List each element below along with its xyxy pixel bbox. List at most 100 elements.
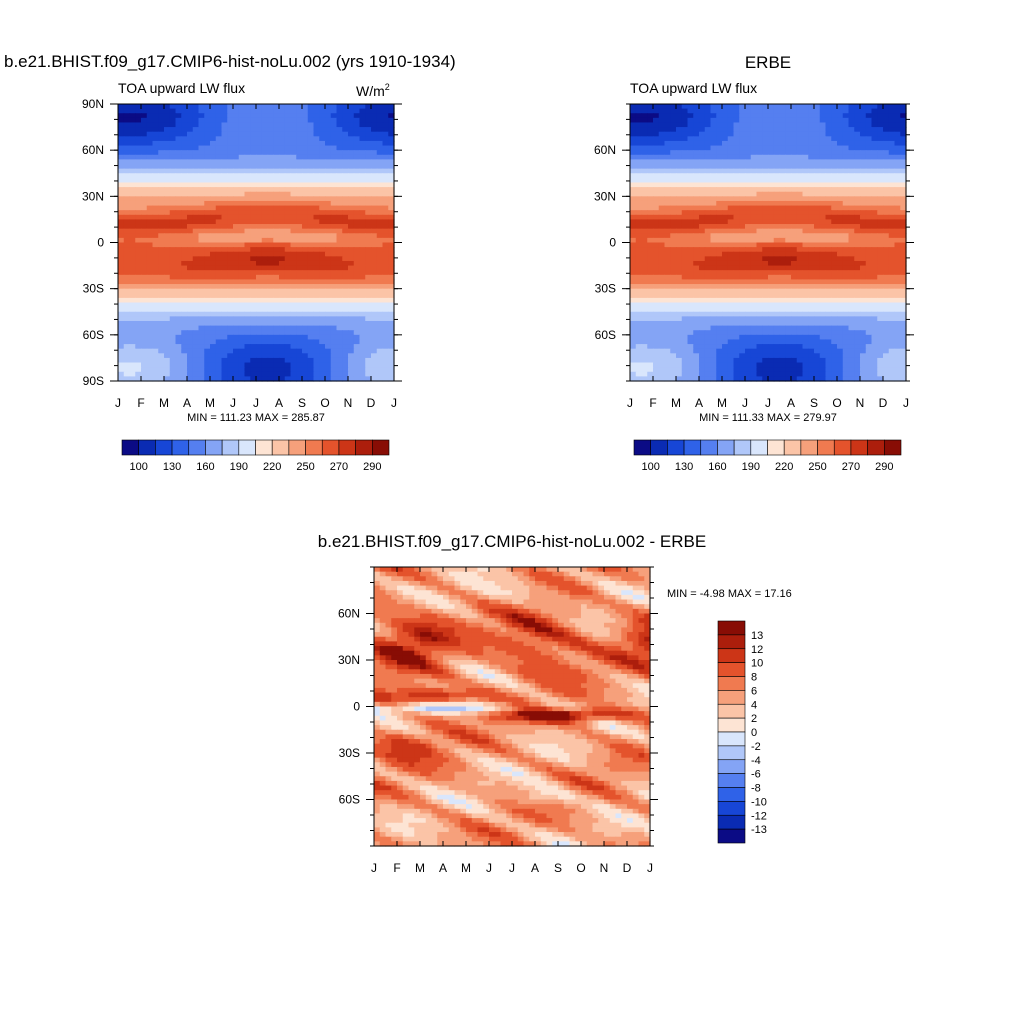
field-cell	[757, 118, 763, 123]
field-cell	[722, 279, 728, 284]
field-cell	[187, 187, 193, 192]
field-cell	[377, 326, 383, 331]
field-cell	[642, 233, 648, 238]
field-cell	[803, 127, 809, 132]
field-cell	[331, 243, 337, 248]
field-cell	[682, 146, 688, 151]
field-cell	[659, 141, 665, 146]
field-cell	[210, 349, 216, 354]
field-cell	[820, 136, 826, 141]
field-cell	[239, 270, 245, 275]
field-cell	[889, 196, 895, 201]
field-cell	[883, 187, 889, 192]
field-cell	[688, 252, 694, 257]
field-cell	[245, 224, 251, 229]
field-cell	[676, 247, 682, 252]
field-cell	[296, 164, 302, 169]
field-cell	[716, 178, 722, 183]
field-cell	[216, 312, 222, 317]
field-cell	[872, 233, 878, 238]
field-cell	[377, 118, 383, 123]
field-cell	[791, 201, 797, 206]
field-cell	[843, 201, 849, 206]
field-cell	[130, 182, 136, 187]
x-tick-label: O	[320, 396, 329, 410]
field-cell	[693, 132, 699, 137]
field-cell	[153, 252, 159, 257]
field-cell	[176, 164, 182, 169]
field-cell	[780, 261, 786, 266]
field-cell	[210, 136, 216, 141]
field-cell	[843, 178, 849, 183]
field-cell	[118, 206, 124, 211]
field-cell	[774, 270, 780, 275]
field-cell	[296, 219, 302, 224]
field-cell	[797, 182, 803, 187]
field-cell	[147, 178, 153, 183]
field-cell	[170, 298, 176, 303]
field-cell	[768, 210, 774, 215]
field-cell	[158, 132, 164, 137]
field-cell	[170, 367, 176, 372]
field-cell	[762, 169, 768, 174]
field-cell	[164, 326, 170, 331]
field-cell	[734, 284, 740, 289]
field-cell	[291, 349, 297, 354]
field-cell	[187, 363, 193, 368]
field-cell	[365, 196, 371, 201]
field-cell	[762, 247, 768, 252]
field-cell	[883, 210, 889, 215]
field-cell	[291, 353, 297, 358]
field-cell	[256, 298, 262, 303]
field-cell	[693, 178, 699, 183]
field-cell	[791, 229, 797, 234]
field-cell	[176, 339, 182, 344]
field-cell	[371, 215, 377, 220]
field-cell	[273, 196, 279, 201]
x-tick-label: M	[159, 396, 169, 410]
field-cell	[803, 159, 809, 164]
field-cell	[814, 178, 820, 183]
field-cell	[164, 307, 170, 312]
field-cell	[337, 243, 343, 248]
field-cell	[636, 229, 642, 234]
field-cell	[826, 266, 832, 271]
field-cell	[808, 289, 814, 294]
field-cell	[250, 150, 256, 155]
field-cell	[699, 279, 705, 284]
field-cell	[642, 159, 648, 164]
field-cell	[181, 279, 187, 284]
field-cell	[711, 243, 717, 248]
field-cell	[135, 141, 141, 146]
field-cell	[354, 307, 360, 312]
field-cell	[285, 307, 291, 312]
field-cell	[227, 201, 233, 206]
field-cell	[722, 178, 728, 183]
field-cell	[895, 256, 901, 261]
field-cell	[130, 321, 136, 326]
colorbar-swatch	[272, 440, 289, 455]
field-cell	[141, 132, 147, 137]
field-cell	[872, 270, 878, 275]
field-cell	[739, 279, 745, 284]
field-cell	[797, 178, 803, 183]
field-cell	[757, 173, 763, 178]
field-cell	[135, 363, 141, 368]
field-cell	[210, 146, 216, 151]
field-cell	[262, 173, 268, 178]
field-cell	[342, 303, 348, 308]
field-cell	[141, 122, 147, 127]
field-cell	[250, 187, 256, 192]
field-cell	[245, 122, 251, 127]
field-cell	[831, 233, 837, 238]
field-cell	[118, 192, 124, 197]
field-cell	[279, 196, 285, 201]
field-cell	[722, 141, 728, 146]
field-cell	[734, 252, 740, 257]
field-cell	[371, 238, 377, 243]
field-cell	[331, 233, 337, 238]
field-cell	[803, 243, 809, 248]
field-cell	[705, 182, 711, 187]
field-cell	[682, 118, 688, 123]
field-cell	[682, 266, 688, 271]
